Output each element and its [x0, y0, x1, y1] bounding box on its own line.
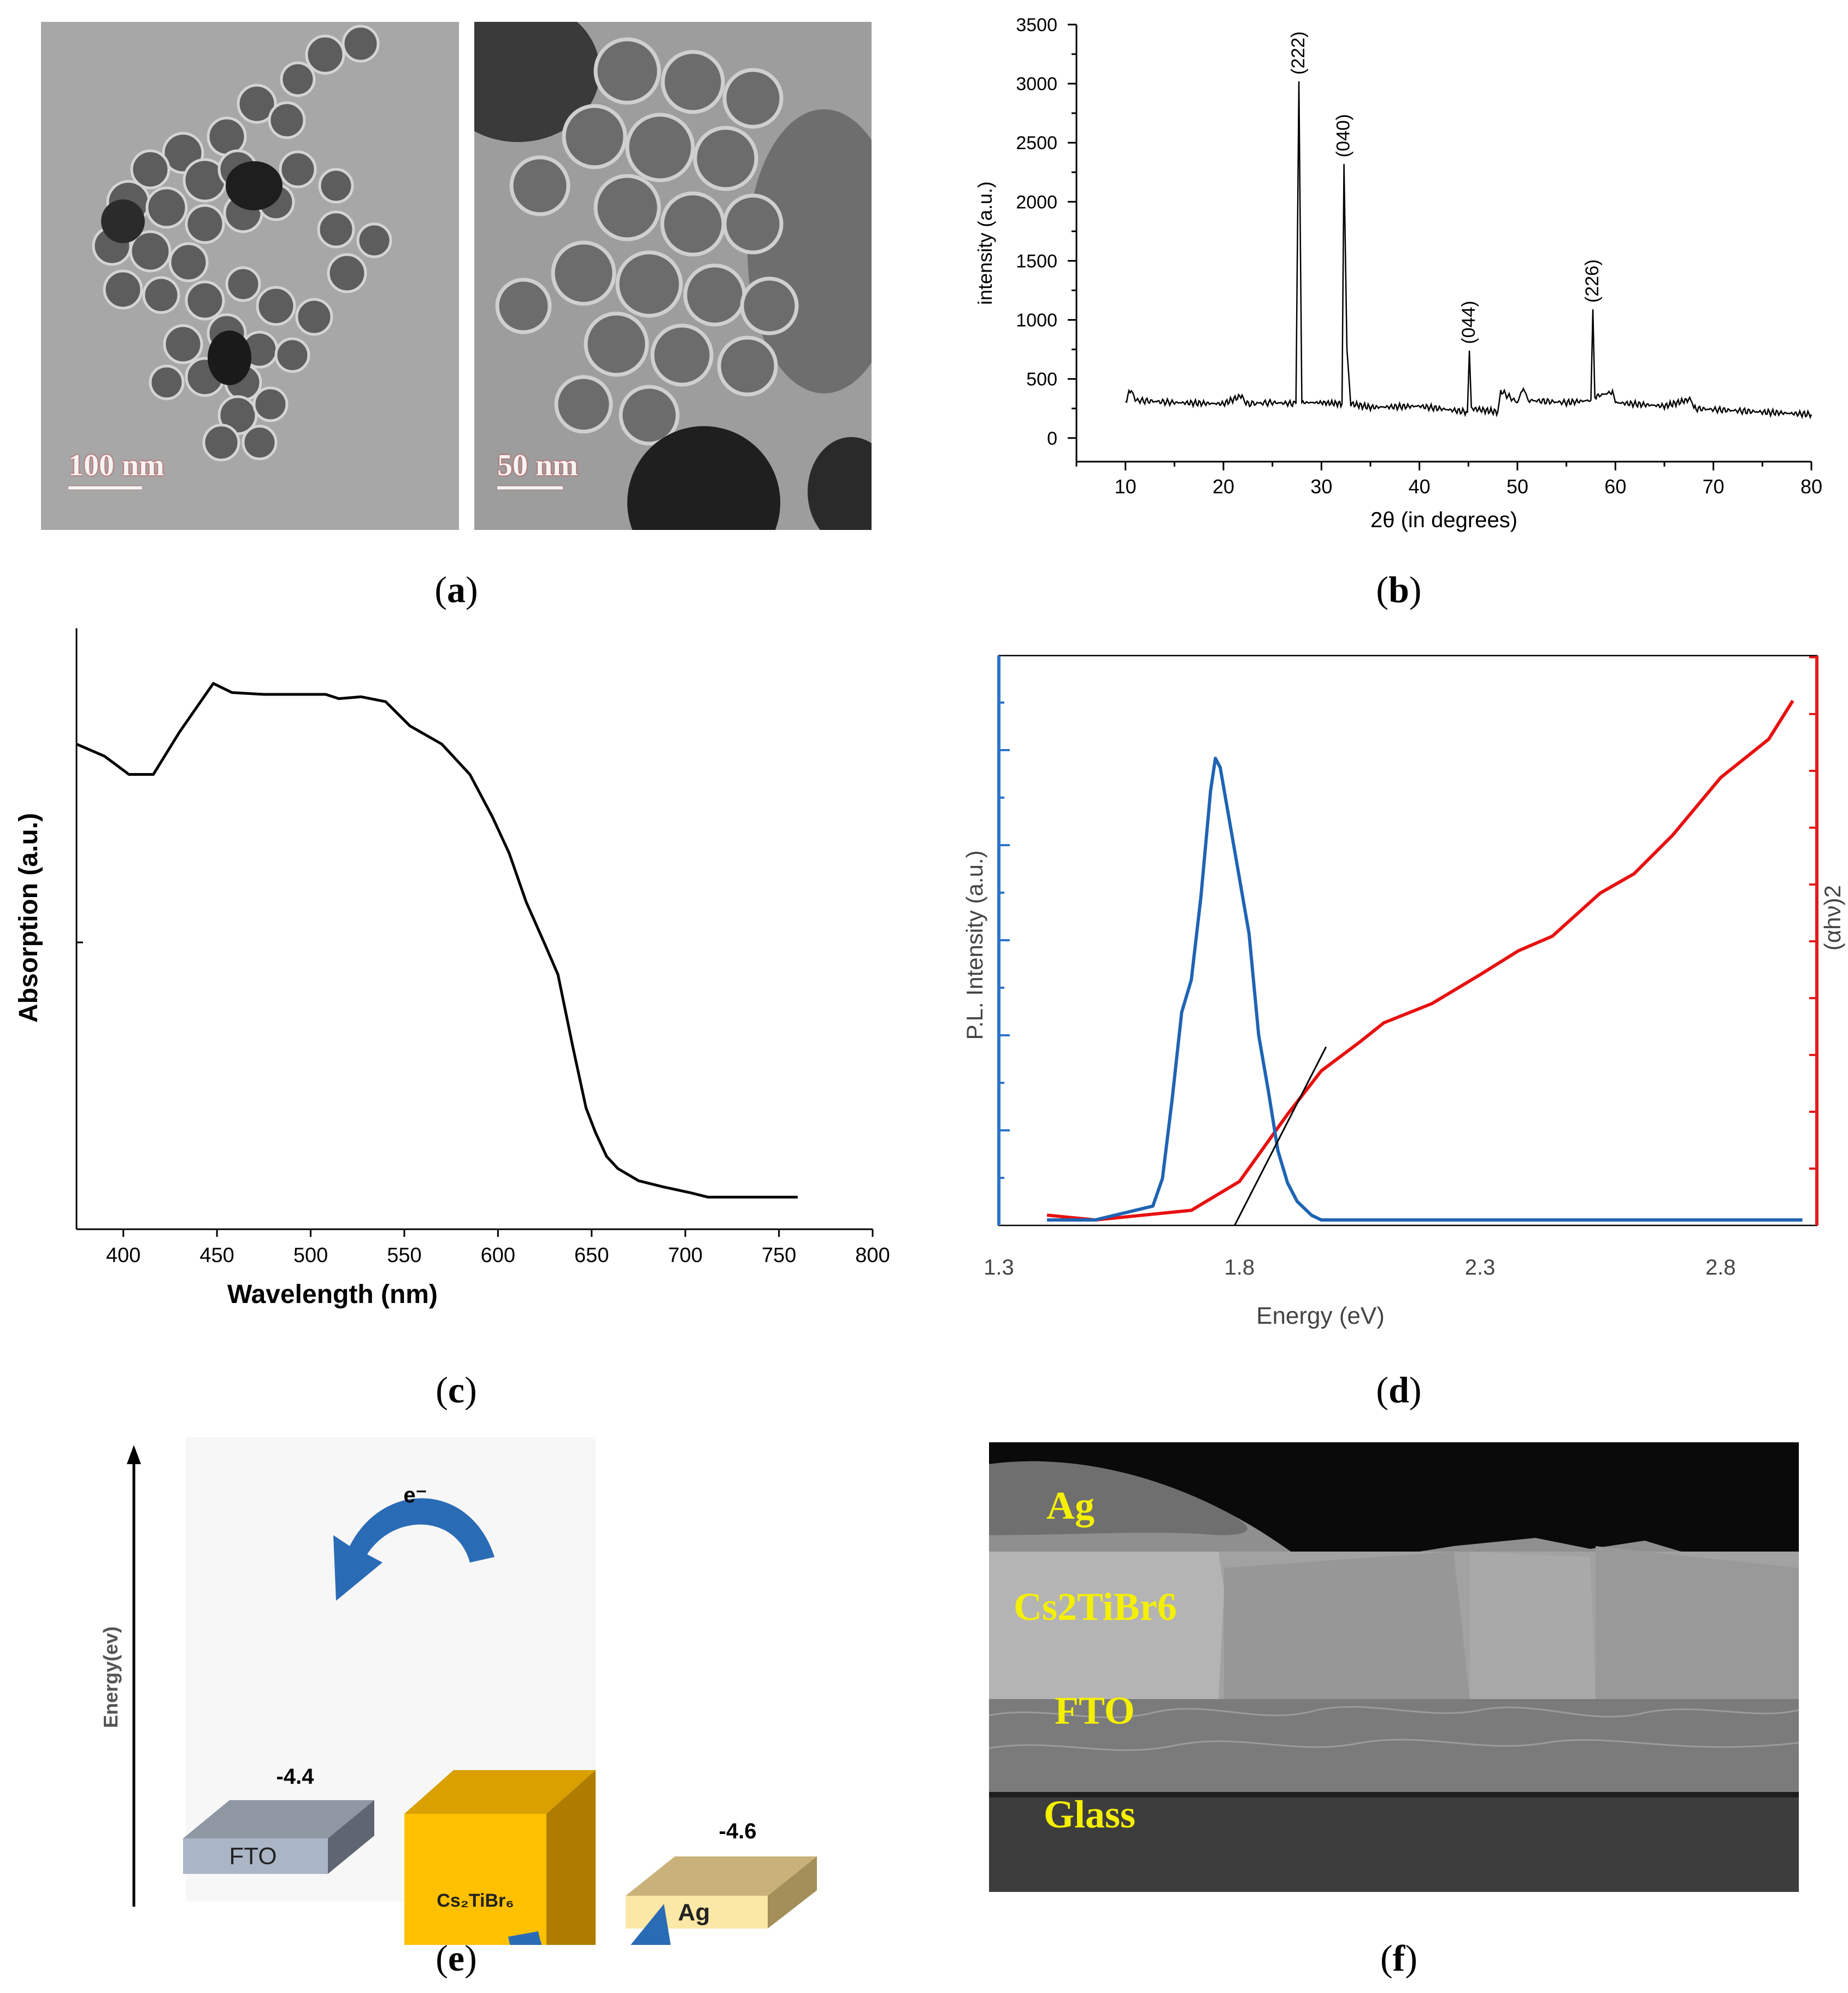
- tauc-series-line: [1046, 700, 1794, 1222]
- scalebar-line-100nm: [68, 486, 142, 490]
- caption-a: (a): [434, 569, 478, 610]
- band-diagram: Energy(ev) FTO -4.4 Cs₂TiBr₆ Ag -4.6 e⁻: [99, 1437, 817, 1993]
- fto-top-face: [183, 1800, 374, 1838]
- caption-d: (d): [1376, 1369, 1422, 1411]
- x-tick-label: 20: [1213, 475, 1234, 498]
- peak-label: (222): [1288, 31, 1309, 74]
- y-axis-title: Absorption (a.u.): [14, 813, 43, 1023]
- caption-c: (c): [435, 1369, 477, 1411]
- caption-b: (b): [1376, 569, 1422, 610]
- panel-a: 100 nm 50 nm (a): [0, 0, 907, 634]
- x-tick-label: 1.8: [1224, 1255, 1255, 1279]
- absorber-front-face: [404, 1814, 546, 1993]
- x-tick-label: 30: [1310, 475, 1332, 498]
- ag-block: Ag: [626, 1856, 817, 1929]
- x-tick-label: 750: [762, 1244, 796, 1267]
- y-tick-label: 1500: [1016, 251, 1057, 272]
- peak-label: (226): [1582, 260, 1603, 303]
- sem-label-fto: FTO: [1055, 1689, 1135, 1732]
- y-tick-label: 2500: [1016, 133, 1057, 154]
- sem-label-glass: Glass: [1044, 1792, 1136, 1836]
- x-tick-label: 1.3: [984, 1255, 1014, 1279]
- y-tick-label: 2000: [1016, 192, 1057, 213]
- x-axis-title: Energy (eV): [1256, 1302, 1385, 1329]
- x-tick-label: 50: [1506, 475, 1528, 498]
- electron-transfer-arrow: [333, 1498, 495, 1601]
- absorption-chart: 400 450 500 550 600 650 700 750 800 Wavelength (n…: [14, 628, 890, 1309]
- panel-b: 10 20 30 40 50 60 70 80 0 500 1000 1500 2000 2500 3000…: [929, 0, 1848, 634]
- absorption-series-line: [76, 682, 798, 1199]
- tem-particles-right: [474, 22, 872, 530]
- fto-front-face: [183, 1838, 328, 1874]
- ag-label: Ag: [678, 1899, 710, 1926]
- sem-label-absorber: Cs2TiBr6: [1014, 1585, 1177, 1629]
- y-axis-title: intensity (a.u.): [974, 181, 996, 305]
- x-axis-title: 2θ (in degrees): [1370, 508, 1517, 532]
- xrd-series-line: [1125, 81, 1812, 420]
- fto-label: FTO: [229, 1843, 276, 1870]
- x-tick-label: 650: [574, 1244, 609, 1267]
- x-tick-label: 10: [1115, 475, 1137, 498]
- fto-block: FTO: [183, 1800, 374, 1874]
- tem-image-left: 100 nm: [41, 22, 459, 530]
- tauc-tangent-line: [1234, 1046, 1327, 1226]
- y-tick-label: 3500: [1016, 15, 1057, 36]
- x-tick-label: 60: [1604, 475, 1626, 498]
- x-tick-label: 800: [855, 1244, 890, 1267]
- x-tick-label: 70: [1703, 475, 1725, 498]
- x-tick-label: 2.3: [1465, 1255, 1496, 1279]
- xrd-chart: 10 20 30 40 50 60 70 80 0 500 1000 1500 2000 2500 3000…: [974, 15, 1822, 532]
- x-tick-label: 400: [106, 1244, 140, 1267]
- tem-image-right: 50 nm: [474, 22, 872, 530]
- absorber-block: [404, 1770, 596, 1993]
- panel-f: Ag Cs2TiBr6 FTO Glass (f): [929, 1420, 1848, 1993]
- x-tick-label: 550: [387, 1244, 421, 1267]
- caption-e: (e): [435, 1937, 477, 1979]
- sem-cross-section: Ag Cs2TiBr6 FTO Glass: [989, 1442, 1799, 1892]
- absorber-label: Cs₂TiBr₆: [437, 1890, 514, 1911]
- x-tick-label: 600: [481, 1244, 515, 1267]
- panel-d: 1.3 1.8 2.3 2.8 Energy (eV) P.L. Intensity (a…: [929, 623, 1848, 1420]
- scalebar-label-100nm: 100 nm: [68, 449, 164, 482]
- left-axis-title: P.L. Intensity (a.u.): [962, 850, 987, 1040]
- fto-side-face: [328, 1800, 374, 1874]
- pl-series-line: [1047, 757, 1803, 1222]
- scalebar-line-50nm: [497, 486, 563, 490]
- x-tick-label: 700: [668, 1244, 702, 1267]
- x-tick-label: 2.8: [1705, 1255, 1736, 1279]
- ag-top-face: [626, 1856, 817, 1896]
- y-tick-label: 1000: [1016, 310, 1057, 331]
- x-tick-label: 40: [1409, 475, 1431, 498]
- energy-axis-label: Energy(ev): [99, 1626, 122, 1728]
- absorber-top-face: [404, 1770, 596, 1814]
- fto-energy-value: -4.4: [276, 1765, 315, 1789]
- x-axis-title: Wavelength (nm): [227, 1280, 438, 1309]
- x-tick-label: 500: [293, 1244, 328, 1267]
- tem-particles-left: [41, 22, 459, 530]
- sem-layers: [989, 1442, 1799, 1892]
- energy-axis-arrowhead: [127, 1445, 141, 1464]
- pl-tauc-chart: 1.3 1.8 2.3 2.8 Energy (eV) P.L. Intensity (a…: [962, 654, 1845, 1329]
- panel-e: Energy(ev) FTO -4.4 Cs₂TiBr₆ Ag -4.6 e⁻: [0, 1420, 907, 1993]
- right-axis-title: (αhν)2: [1820, 885, 1845, 951]
- y-tick-label: 3000: [1016, 74, 1057, 95]
- caption-f: (f): [1380, 1937, 1417, 1979]
- sem-label-ag: Ag: [1046, 1484, 1094, 1528]
- x-tick-label: 450: [199, 1244, 234, 1267]
- panel-c: 400 450 500 550 600 650 700 750 800 Wavelength (n…: [0, 623, 907, 1420]
- peak-label: (044): [1458, 300, 1479, 344]
- x-tick-label: 80: [1800, 475, 1822, 498]
- electron-label: e⁻: [403, 1483, 427, 1507]
- y-tick-label: 500: [1026, 369, 1057, 390]
- absorber-side-face: [546, 1770, 596, 1993]
- plot-frame: [998, 654, 1818, 1227]
- y-tick-label: 0: [1047, 428, 1057, 449]
- peak-label: (040): [1333, 114, 1354, 157]
- scalebar-label-50nm: 50 nm: [497, 449, 578, 482]
- ag-side-face: [768, 1856, 817, 1929]
- ag-energy-value: -4.6: [719, 1819, 757, 1843]
